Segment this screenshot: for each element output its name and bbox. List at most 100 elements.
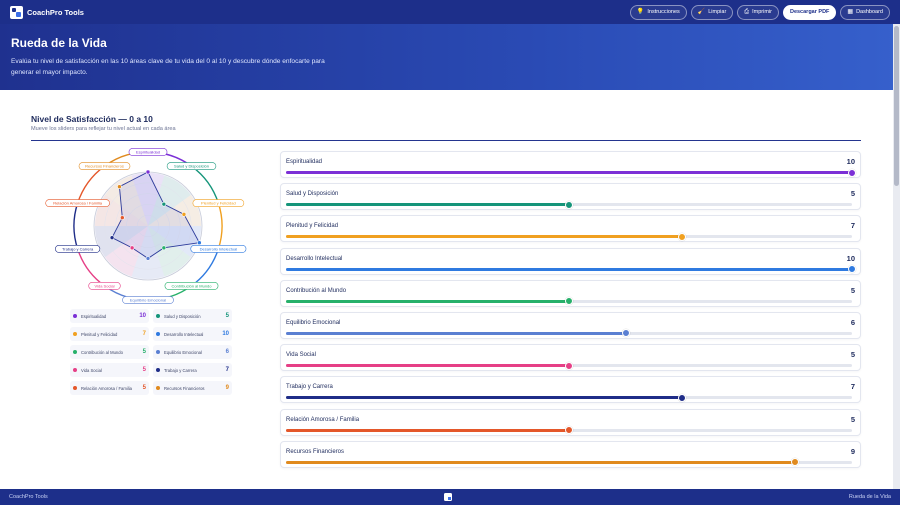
nav-button-label: Limpiar (708, 9, 727, 15)
nav-button-label: Instrucciones (647, 9, 680, 15)
nav-button-label: Descargar PDF (789, 9, 830, 15)
slider-label: Vida Social (286, 352, 316, 359)
legend-label: Salud y Disposición (164, 313, 201, 319)
legend-item: Trabajo y Carrera 7 (153, 363, 232, 377)
slider-thumb[interactable] (678, 393, 687, 402)
slider-thumb[interactable] (791, 458, 800, 467)
wheel-node[interactable] (145, 256, 151, 261)
slider-track[interactable] (286, 232, 852, 241)
wheel-label-pill (78, 162, 131, 171)
slider-card: Recursos Financieros 9 (280, 440, 861, 468)
legend-label: Desarrollo Intelectual (164, 331, 204, 337)
slider-value: 9 (850, 446, 855, 456)
wheel-ring-arc (76, 248, 105, 287)
printer-button[interactable]: ⎙ Imprimir (737, 4, 779, 20)
brand[interactable]: CoachPro Tools (10, 5, 84, 19)
slider-thumb[interactable] (678, 232, 687, 241)
wheel-node[interactable] (161, 245, 167, 251)
legend-value: 5 (142, 385, 146, 391)
slider-label: Recursos Financieros (286, 448, 345, 455)
broom-icon: 🧹 (697, 9, 706, 15)
slider-card: Relación Amorosa / Familia 5 (280, 408, 861, 436)
legend-value: 5 (225, 313, 229, 319)
wheel-area-label: Salud y Disposición (166, 162, 217, 171)
wheel-node[interactable] (117, 184, 122, 189)
slider-thumb[interactable] (565, 297, 573, 306)
slider-thumb[interactable] (621, 329, 630, 338)
page-scrollbar[interactable] (893, 24, 900, 489)
wheel-ring-arc (191, 248, 220, 287)
wheel-ring-arc (73, 202, 79, 250)
slider-label: Trabajo y Carrera (286, 384, 333, 391)
legend-item: Plenitud y Felicidad 7 (70, 327, 149, 341)
wheel-label-pill (45, 199, 110, 208)
wheel-sector (148, 175, 191, 226)
slider-track[interactable] (286, 329, 852, 338)
footer: CoachPro Tools Rueda de la Vida (0, 489, 900, 505)
wheel-ring-arc (76, 165, 105, 204)
printer-icon: ⎙ (744, 9, 750, 15)
wheel-label-text: Salud y Disposición (174, 164, 209, 169)
wheel-sector (148, 226, 201, 258)
wheel-label-text: Trabajo y Carrera (62, 246, 94, 251)
wheel-node[interactable] (161, 201, 167, 207)
slider-thumb[interactable] (565, 361, 573, 370)
legend-item: Equilibrio Emocional 6 (153, 345, 232, 359)
grid-button[interactable]: ▦ Dashboard (840, 4, 890, 20)
wheel-sector (105, 175, 148, 226)
wheel-sector (131, 226, 165, 280)
slider-thumb[interactable] (565, 426, 573, 434)
slider-track[interactable] (286, 393, 852, 402)
hero-banner: Rueda de la Vida Evalúa tu nivel de sati… (0, 24, 900, 90)
wheel-node[interactable] (197, 240, 202, 245)
slider-card: Salud y Disposición 5 (280, 183, 861, 211)
wheel-node[interactable] (129, 245, 135, 251)
legend-color-dot-icon (156, 332, 160, 336)
wheel-grid-ring (104, 182, 192, 270)
slider-thumb[interactable] (565, 200, 573, 209)
slider-value: 10 (846, 253, 855, 263)
slider-fill (286, 203, 569, 207)
slider-label: Plenitud y Felicidad (286, 223, 339, 230)
slider-track[interactable] (286, 297, 852, 306)
slider-value: 5 (850, 350, 855, 360)
slider-value: 6 (850, 317, 855, 327)
slider-thumb[interactable] (848, 168, 856, 177)
slider-card: Trabajo y Carrera 7 (280, 376, 861, 404)
wheel-label-text: Recursos Financieros (85, 164, 124, 169)
legend-item: Desarrollo Intelectual 10 (153, 327, 232, 341)
wheel-node[interactable] (109, 235, 115, 240)
slider-thumb[interactable] (848, 265, 856, 274)
wheel-area-label: Relación Amorosa / Familia (45, 199, 110, 208)
slider-card: Equilibrio Emocional 6 (280, 311, 861, 339)
slider-fill (286, 171, 852, 174)
wheel-label-text: Relación Amorosa / Familia (53, 201, 102, 206)
lightbulb-button[interactable]: 💡 Instrucciones (629, 4, 687, 20)
wheel-label-pill (190, 244, 247, 253)
legend-color-dot-icon (73, 332, 77, 336)
wheel-area-label: Trabajo y Carrera (55, 244, 101, 253)
wheel-node[interactable] (120, 215, 125, 220)
broom-button[interactable]: 🧹 Limpiar (690, 4, 734, 20)
download-button[interactable]: Descargar PDF (782, 4, 837, 20)
footer-logo-icon (444, 493, 452, 501)
slider-track[interactable] (286, 200, 852, 209)
wheel-ring-arc (191, 165, 220, 204)
slider-track[interactable] (286, 458, 852, 467)
slider-track[interactable] (286, 265, 856, 274)
slider-track[interactable] (286, 361, 852, 370)
slider-track[interactable] (286, 168, 856, 177)
page-subtitle: Evalúa tu nivel de satisfacción en las 1… (11, 58, 325, 76)
page-title: Rueda de la Vida (11, 36, 107, 50)
slider-card: Espiritualidad 10 (280, 151, 861, 178)
wheel-node[interactable] (145, 169, 151, 175)
wheel-area-label: Contribución al Mundo (164, 281, 219, 290)
legend-value: 10 (139, 313, 146, 319)
wheel-node[interactable] (181, 212, 187, 217)
section-divider (31, 140, 861, 141)
legend-label: Espiritualidad (81, 313, 107, 319)
legend-value: 6 (225, 349, 229, 355)
wheel-label-text: Equilibrio Emocional (130, 298, 166, 303)
scrollbar-thumb[interactable] (894, 26, 899, 186)
slider-track[interactable] (286, 426, 852, 434)
